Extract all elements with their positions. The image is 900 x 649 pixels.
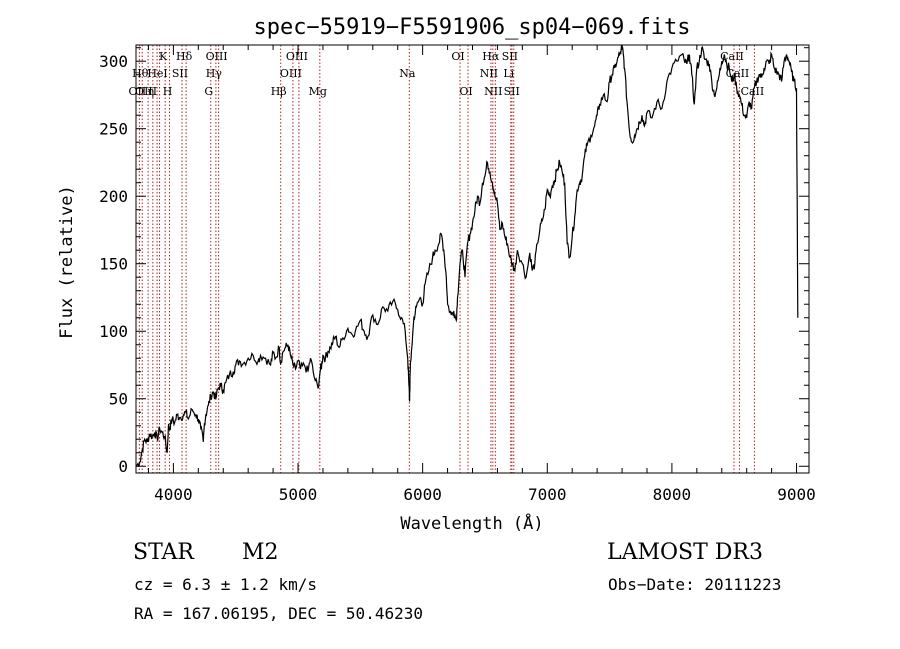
y-tick-label: 200 [99,187,128,206]
y-tick-label: 50 [109,390,128,409]
emission-line-label: K [159,50,168,63]
emission-line-label: H [163,85,173,98]
y-tick-label: 250 [99,120,128,139]
emission-line-label: η [148,85,155,98]
emission-line-label: NII [484,85,502,98]
x-tick-label: 6000 [403,485,442,504]
x-axis-label: Wavelength (Å) [400,512,543,534]
emission-line-label: OIII [280,67,302,80]
emission-line-label: Na [399,67,416,80]
redshift-cz: cz = 6.3 ± 1.2 km/s [134,575,318,594]
emission-line-label: SII [504,85,520,98]
emission-line-label: Li [503,67,514,80]
emission-line-label: Hγ [206,67,223,80]
emission-line-label: HeI [147,67,167,80]
y-tick-label: 100 [99,322,128,341]
emission-line-label: Hθ [132,67,149,80]
object-subclass: M2 [242,540,279,565]
emission-line-label: CaII [720,50,744,63]
emission-line-label: SII [502,50,518,63]
plot-frame [135,44,810,474]
emission-line-label: OIII [286,50,308,63]
emission-line-label: OII [129,85,147,98]
x-tick-label: 8000 [653,485,692,504]
emission-line-label: Hβ [271,85,287,98]
chart-title: spec−55919−F5591906_sp04−069.fits [253,15,690,40]
y-tick-label: 0 [118,457,128,476]
x-axis-ticks: 4000 5000 6000 7000 8000 9000 [147,45,816,504]
sky-coordinates: RA = 167.06195, DEC = 50.46230 [134,604,423,623]
emission-line-label: OI [451,50,464,63]
emission-line-label: G [204,85,213,98]
x-tick-label: 9000 [777,485,816,504]
y-axis-ticks: 0 50 100 150 200 250 300 [99,47,809,476]
emission-line-label: Hα [482,50,500,63]
emission-line-label: Mg [309,85,327,98]
emission-line-label: CaII [741,85,765,98]
survey-name: LAMOST DR3 [607,540,763,565]
y-axis-label: Flux (relative) [57,185,77,339]
spectrum-line [135,44,799,467]
spectrum-chart: spec−55919−F5591906_sp04−069.fits OII Hθ O… [57,15,816,534]
emission-line-labels: OIIHθOIIIηHeIKHSIIHδGHγOIIIHβOIIIOIIIMgN… [129,50,765,98]
y-tick-label: 150 [99,255,128,274]
y-tick-label: 300 [99,52,128,71]
emission-line-label: Hδ [176,50,193,63]
emission-line-label: OIII [206,50,228,63]
x-tick-label: 4000 [154,485,193,504]
emission-line-label: OI [459,85,472,98]
emission-line-markers [138,45,755,473]
x-tick-label: 5000 [279,485,318,504]
x-tick-label: 7000 [528,485,567,504]
observation-date: Obs−Date: 20111223 [608,575,782,594]
emission-line-label: SII [172,67,188,80]
emission-line-label: NII [480,67,498,80]
object-class: STAR [133,540,194,565]
